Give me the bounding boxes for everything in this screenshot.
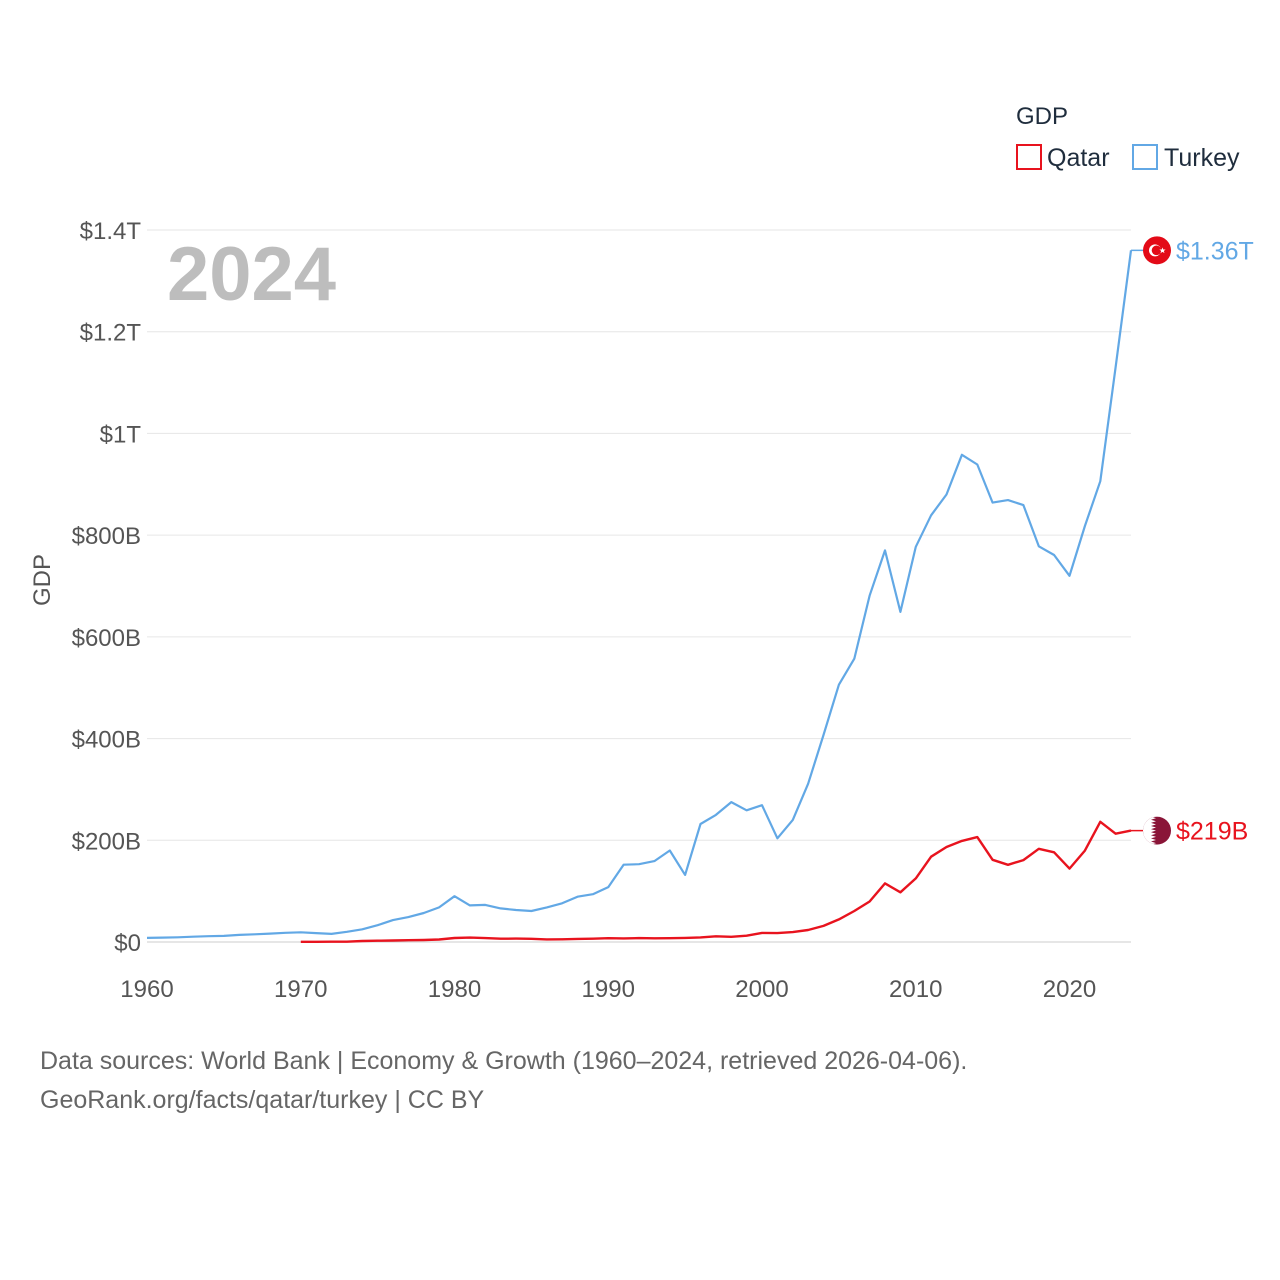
- qatar-flag-icon: [1143, 816, 1171, 845]
- end-label-turkey: $1.36T: [1176, 237, 1254, 265]
- legend: GDP Qatar Turkey: [1016, 103, 1240, 172]
- turkey-flag-icon: [1143, 236, 1171, 265]
- y-tick-label: $400B: [72, 727, 141, 754]
- gdp-line-chart: $0 $200B $400B $600B $800B $1T $1.2T $1.4T 1960…: [29, 103, 1254, 1003]
- legend-item-turkey[interactable]: Turkey: [1132, 144, 1240, 172]
- y-tick-label: $200B: [72, 828, 141, 855]
- series-line-turkey: [146, 250, 1133, 939]
- legend-label-turkey: Turkey: [1164, 144, 1240, 172]
- source-text: Data sources: World Bank | Economy & Gro…: [40, 1047, 968, 1075]
- y-tick-label: $800B: [72, 523, 141, 550]
- series-layer: [146, 250, 1133, 943]
- x-tick-label: 2020: [1043, 976, 1096, 1003]
- x-tick-label: 2000: [735, 976, 788, 1003]
- x-tick-label: 1970: [274, 976, 327, 1003]
- legend-swatch-turkey: [1132, 144, 1158, 170]
- x-tick-label: 2010: [889, 976, 942, 1003]
- y-tick-label: $0: [114, 930, 141, 957]
- legend-swatch-qatar: [1016, 144, 1042, 170]
- x-tick-label: 1990: [582, 976, 635, 1003]
- y-axis-ticks: $0 $200B $400B $600B $800B $1T $1.2T $1.4T: [72, 218, 142, 957]
- legend-title: GDP: [1016, 103, 1068, 130]
- year-label: 2024: [167, 232, 336, 317]
- series-endpoints: $219B $1.36T: [1131, 236, 1254, 846]
- x-tick-label: 1960: [120, 976, 173, 1003]
- credit-text: GeoRank.org/facts/qatar/turkey | CC BY: [40, 1086, 485, 1114]
- gridlines: [147, 229, 1131, 841]
- x-tick-label: 1980: [428, 976, 481, 1003]
- end-label-qatar: $219B: [1176, 818, 1248, 846]
- y-axis-title: GDP: [29, 554, 56, 606]
- legend-label-qatar: Qatar: [1047, 144, 1110, 172]
- x-axis-ticks: 1960 1970 1980 1990 2000 2010 2020: [120, 976, 1096, 1003]
- legend-item-qatar[interactable]: Qatar: [1016, 144, 1110, 172]
- footer: Data sources: World Bank | Economy & Gro…: [40, 1042, 967, 1120]
- y-tick-label: $600B: [72, 625, 141, 652]
- y-tick-label: $1T: [100, 421, 142, 448]
- series-line-qatar: [300, 820, 1132, 943]
- y-tick-label: $1.4T: [80, 218, 142, 245]
- y-tick-label: $1.2T: [80, 320, 142, 347]
